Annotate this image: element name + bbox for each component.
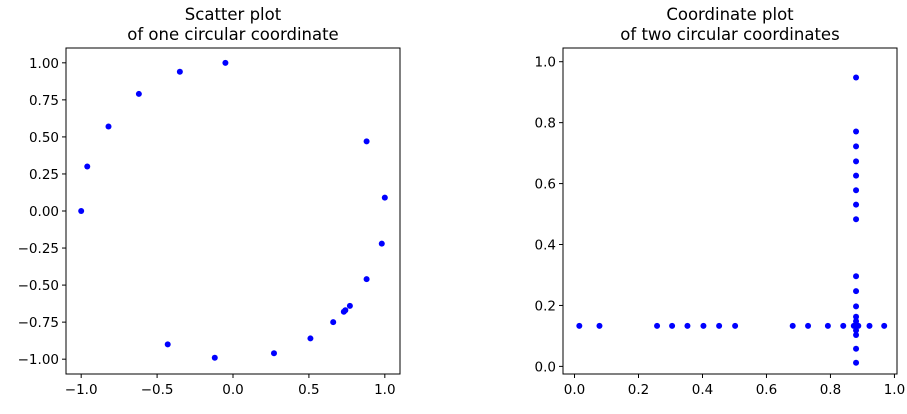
chart-1-point <box>164 341 171 348</box>
chart-1-title-line2: of one circular coordinate <box>127 25 338 44</box>
chart-1-point <box>381 194 388 201</box>
chart-2-xtick-label: 0.4 <box>692 382 713 398</box>
chart-1-point <box>222 59 229 66</box>
chart-1-xtick-label: 0.0 <box>222 382 243 398</box>
chart-2-point <box>853 345 860 352</box>
chart-2-xtick-label: 0.0 <box>564 382 585 398</box>
chart-1-point <box>211 354 218 361</box>
chart-1-ytick-label: 0.50 <box>29 130 59 146</box>
chart-1-xtick-label: −0.5 <box>141 382 174 398</box>
chart-1-point <box>363 138 370 145</box>
chart-2-plot-area <box>562 47 898 375</box>
chart-2-point <box>855 322 862 329</box>
chart-2-point <box>853 332 860 339</box>
chart-1-ytick-label: −1.00 <box>18 352 59 368</box>
chart-2-point <box>853 158 860 165</box>
chart-1-point <box>105 123 112 130</box>
chart-2-title-line2: of two circular coordinates <box>620 25 839 44</box>
chart-2-point <box>684 322 691 329</box>
chart-2-point <box>853 201 860 208</box>
chart-2-point <box>732 322 739 329</box>
chart-2-point <box>853 327 860 334</box>
chart-1-xtick-label: 1.0 <box>374 382 395 398</box>
chart-2-point <box>853 187 860 194</box>
chart-1-point <box>176 68 183 75</box>
chart-1-xtick-label: −1.0 <box>65 382 98 398</box>
chart-1-point <box>363 276 370 283</box>
chart-1-point <box>378 240 385 247</box>
chart-2-point <box>840 322 847 329</box>
chart-1-point <box>135 90 142 97</box>
chart-2-point <box>716 322 723 329</box>
chart-1-ytick-label: 1.00 <box>29 56 59 72</box>
chart-1-ytick-label: 0.75 <box>29 93 59 109</box>
chart-2-ytick-label: 0.0 <box>535 359 556 375</box>
chart-1-ytick-label: 0.25 <box>29 167 59 183</box>
chart-2-points <box>576 74 888 366</box>
chart-1-point <box>307 335 314 342</box>
chart-2-point <box>789 322 796 329</box>
chart-2-point <box>853 273 860 280</box>
chart-1-point <box>340 308 347 315</box>
chart-2-point <box>866 322 873 329</box>
chart-1: Scatter plot of one circular coordinate … <box>18 5 401 398</box>
chart-1-plot-area <box>65 47 401 375</box>
chart-2-point <box>853 143 860 150</box>
chart-2-point <box>669 322 676 329</box>
chart-2-point <box>853 303 860 310</box>
chart-1-axes: −1.0 −0.5 0.0 0.5 1.0 1.00 0.75 0.50 0.25 0.00 −0.… <box>18 56 396 398</box>
chart-2-point <box>805 322 812 329</box>
chart-2-point <box>853 288 860 295</box>
chart-2-point <box>654 322 661 329</box>
chart-2-point <box>853 318 860 325</box>
chart-2-point <box>824 322 831 329</box>
chart-2-point <box>850 322 857 329</box>
chart-1-point <box>78 208 85 214</box>
chart-1-xtick-label: 0.5 <box>298 382 319 398</box>
chart-1-ytick-label: −0.50 <box>18 278 59 294</box>
chart-2: Coordinate plot of two circular coordina… <box>535 5 906 398</box>
chart-2-xtick-label: 0.2 <box>628 382 649 398</box>
chart-1-title-line1: Scatter plot <box>185 5 282 24</box>
chart-1-point <box>330 319 337 326</box>
chart-1-ytick-label: −0.75 <box>18 315 59 331</box>
chart-2-ytick-label: 0.8 <box>535 116 556 132</box>
chart-1-points <box>78 59 388 361</box>
chart-2-point <box>853 172 860 179</box>
chart-1-ytick-label: −0.25 <box>18 241 59 257</box>
chart-2-point <box>853 313 860 320</box>
chart-2-point <box>700 322 707 329</box>
chart-2-point <box>853 359 860 366</box>
chart-2-xtick-label: 1.0 <box>884 382 905 398</box>
chart-2-ytick-label: 0.6 <box>535 177 556 193</box>
chart-2-point <box>853 216 860 223</box>
chart-2-ytick-label: 0.2 <box>535 298 556 314</box>
chart-2-title-line1: Coordinate plot <box>666 5 794 24</box>
chart-2-xtick-label: 0.8 <box>820 382 841 398</box>
chart-1-point <box>270 350 277 357</box>
chart-2-point <box>596 322 603 329</box>
chart-2-ytick-label: 1.0 <box>535 55 556 71</box>
chart-2-axes: 0.0 0.2 0.4 0.6 0.8 1.0 0.0 0.2 0.4 0.6 0.8 1.0 <box>535 55 906 398</box>
chart-1-point <box>346 302 353 309</box>
chart-1-point <box>84 163 91 170</box>
chart-2-xtick-label: 0.6 <box>756 382 777 398</box>
chart-2-point <box>853 74 860 81</box>
chart-2-point <box>853 128 860 135</box>
chart-2-ytick-label: 0.4 <box>535 238 556 254</box>
chart-1-ytick-label: 0.00 <box>29 204 59 220</box>
chart-2-point <box>576 322 583 329</box>
chart-2-point <box>881 322 888 329</box>
